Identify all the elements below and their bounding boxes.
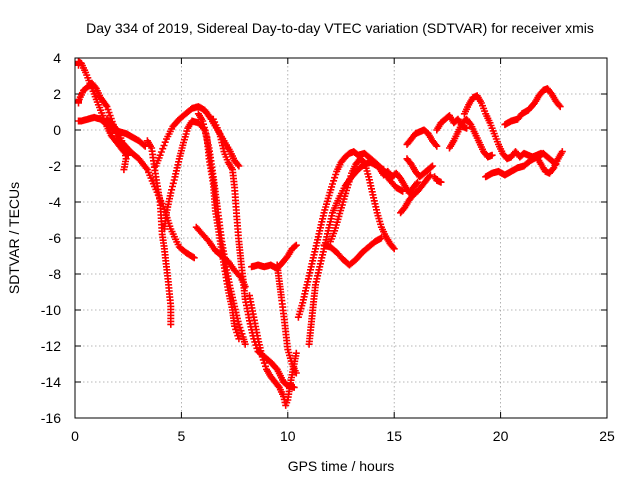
x-axis-label: GPS time / hours <box>288 458 395 474</box>
x-tick-label: 25 <box>599 428 615 444</box>
data-series-s25 <box>482 149 560 181</box>
x-tick-label: 20 <box>493 428 509 444</box>
data-series-s8 <box>194 110 243 343</box>
data-series-s28 <box>431 173 445 186</box>
data-series-s26 <box>533 148 566 177</box>
data-series-s24 <box>446 115 496 161</box>
data-series-s4 <box>103 115 130 174</box>
y-tick-label: 4 <box>53 50 61 66</box>
y-tick-label: -4 <box>49 194 62 210</box>
x-tick-label: 0 <box>71 428 79 444</box>
data-series-s17 <box>320 234 385 269</box>
y-tick-label: -6 <box>49 230 62 246</box>
x-tick-label: 10 <box>280 428 296 444</box>
y-tick-label: -2 <box>49 158 62 174</box>
x-tick-label: 5 <box>178 428 186 444</box>
data-series-s13 <box>273 261 300 377</box>
y-tick-label: 2 <box>53 86 61 102</box>
y-tick-label: -10 <box>41 302 61 318</box>
y-tick-labels: -16 -14 -12 -10 -8 -6 -4 -2 0 2 4 <box>41 50 61 426</box>
y-tick-label: -14 <box>41 374 61 390</box>
data-series-s16 <box>326 155 398 253</box>
y-tick-label: -12 <box>41 338 61 354</box>
x-tick-label: 15 <box>386 428 402 444</box>
y-axis-label: SDTVAR / TECUs <box>6 182 22 294</box>
data-series-s6 <box>143 137 175 328</box>
data-series-s21 <box>403 126 441 150</box>
data-points <box>75 58 566 409</box>
y-tick-label: 0 <box>53 122 61 138</box>
data-series-s27 <box>501 85 564 129</box>
x-tick-labels: 0 5 10 15 20 25 <box>71 428 615 444</box>
data-series-s18 <box>375 164 422 197</box>
data-series-s12 <box>248 241 300 273</box>
y-tick-label: -16 <box>41 410 61 426</box>
chart-title: Day 334 of 2019, Sidereal Day-to-day VTE… <box>86 20 594 36</box>
data-series-s10 <box>209 115 298 391</box>
data-series-s20 <box>397 171 434 217</box>
data-series-s9 <box>192 223 249 291</box>
data-series-s19 <box>403 155 436 181</box>
y-tick-label: -8 <box>49 266 62 282</box>
plot-frame <box>74 57 608 419</box>
